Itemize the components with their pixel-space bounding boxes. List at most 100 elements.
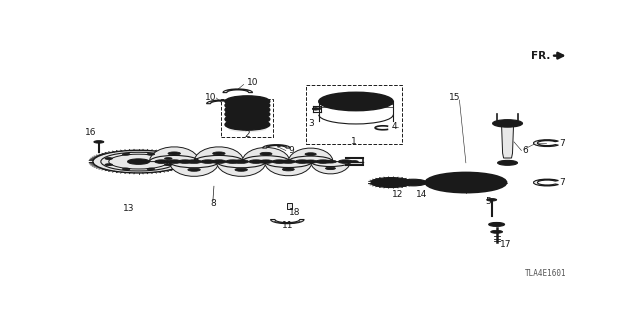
Ellipse shape bbox=[461, 181, 470, 184]
Ellipse shape bbox=[90, 149, 187, 174]
Ellipse shape bbox=[134, 160, 143, 163]
Text: TLA4E1601: TLA4E1601 bbox=[524, 269, 566, 278]
Ellipse shape bbox=[319, 92, 393, 111]
Text: 17: 17 bbox=[500, 240, 511, 249]
Ellipse shape bbox=[225, 104, 270, 115]
Ellipse shape bbox=[406, 181, 420, 184]
Ellipse shape bbox=[498, 160, 518, 165]
Ellipse shape bbox=[281, 160, 296, 164]
Polygon shape bbox=[216, 162, 266, 176]
Ellipse shape bbox=[225, 100, 270, 111]
Ellipse shape bbox=[260, 152, 272, 155]
Ellipse shape bbox=[273, 160, 286, 163]
Ellipse shape bbox=[326, 167, 335, 170]
Ellipse shape bbox=[493, 120, 522, 127]
Text: 2: 2 bbox=[244, 130, 250, 139]
Text: 6: 6 bbox=[522, 146, 528, 155]
Ellipse shape bbox=[225, 109, 270, 120]
Ellipse shape bbox=[122, 153, 130, 155]
Text: 5: 5 bbox=[485, 197, 491, 206]
Ellipse shape bbox=[425, 172, 507, 193]
Ellipse shape bbox=[168, 152, 180, 155]
Polygon shape bbox=[194, 147, 244, 162]
Polygon shape bbox=[223, 89, 253, 92]
Ellipse shape bbox=[385, 181, 397, 184]
Ellipse shape bbox=[232, 121, 263, 128]
Ellipse shape bbox=[456, 180, 476, 185]
Polygon shape bbox=[534, 140, 559, 147]
Ellipse shape bbox=[232, 98, 263, 105]
Ellipse shape bbox=[434, 174, 498, 190]
Ellipse shape bbox=[305, 153, 316, 156]
Ellipse shape bbox=[339, 160, 352, 163]
Ellipse shape bbox=[147, 168, 155, 170]
Polygon shape bbox=[207, 100, 236, 104]
Text: 10: 10 bbox=[205, 93, 217, 102]
Ellipse shape bbox=[234, 160, 249, 164]
Polygon shape bbox=[150, 147, 199, 162]
Ellipse shape bbox=[211, 160, 227, 164]
Text: 15: 15 bbox=[449, 93, 461, 102]
Ellipse shape bbox=[187, 160, 202, 164]
Polygon shape bbox=[287, 204, 292, 209]
Text: 4: 4 bbox=[391, 122, 397, 131]
Polygon shape bbox=[310, 162, 350, 174]
Ellipse shape bbox=[491, 230, 502, 233]
Polygon shape bbox=[271, 220, 304, 224]
Ellipse shape bbox=[335, 106, 351, 110]
Polygon shape bbox=[502, 126, 513, 158]
Ellipse shape bbox=[360, 106, 372, 109]
Text: 13: 13 bbox=[123, 204, 134, 213]
Ellipse shape bbox=[304, 160, 317, 163]
Ellipse shape bbox=[105, 158, 113, 159]
Ellipse shape bbox=[378, 179, 404, 186]
Ellipse shape bbox=[232, 101, 263, 109]
Ellipse shape bbox=[212, 152, 225, 155]
Ellipse shape bbox=[499, 121, 516, 125]
Ellipse shape bbox=[164, 164, 172, 165]
Ellipse shape bbox=[225, 114, 270, 125]
Ellipse shape bbox=[451, 179, 481, 186]
Polygon shape bbox=[264, 162, 312, 176]
Ellipse shape bbox=[440, 176, 492, 189]
Ellipse shape bbox=[164, 158, 172, 159]
Text: 3: 3 bbox=[308, 119, 314, 128]
Ellipse shape bbox=[225, 119, 270, 130]
Text: 16: 16 bbox=[85, 128, 97, 137]
Ellipse shape bbox=[259, 160, 273, 164]
Ellipse shape bbox=[446, 178, 486, 188]
Ellipse shape bbox=[226, 160, 240, 163]
Text: 1: 1 bbox=[351, 137, 357, 146]
Text: 12: 12 bbox=[392, 190, 403, 199]
Ellipse shape bbox=[147, 153, 155, 155]
Ellipse shape bbox=[232, 110, 263, 118]
Text: 7: 7 bbox=[559, 178, 565, 187]
Ellipse shape bbox=[324, 160, 337, 163]
Ellipse shape bbox=[232, 115, 263, 123]
Ellipse shape bbox=[127, 159, 150, 164]
Ellipse shape bbox=[371, 178, 411, 188]
Ellipse shape bbox=[350, 161, 358, 163]
Ellipse shape bbox=[345, 99, 367, 104]
Ellipse shape bbox=[105, 164, 113, 165]
Ellipse shape bbox=[201, 160, 215, 163]
Ellipse shape bbox=[188, 168, 200, 171]
Bar bbox=[306, 85, 403, 144]
Ellipse shape bbox=[492, 223, 502, 226]
Text: 11: 11 bbox=[282, 221, 293, 230]
Ellipse shape bbox=[249, 160, 263, 163]
Text: 14: 14 bbox=[415, 190, 427, 199]
Ellipse shape bbox=[155, 160, 169, 163]
Ellipse shape bbox=[489, 222, 504, 227]
Ellipse shape bbox=[232, 106, 263, 114]
Ellipse shape bbox=[487, 198, 497, 201]
Polygon shape bbox=[262, 145, 291, 148]
Ellipse shape bbox=[295, 160, 309, 163]
Ellipse shape bbox=[502, 162, 513, 164]
Polygon shape bbox=[534, 179, 559, 186]
Ellipse shape bbox=[235, 168, 248, 171]
Ellipse shape bbox=[122, 168, 130, 170]
Polygon shape bbox=[169, 162, 219, 176]
Text: FR.: FR. bbox=[531, 51, 550, 61]
Ellipse shape bbox=[316, 160, 330, 163]
